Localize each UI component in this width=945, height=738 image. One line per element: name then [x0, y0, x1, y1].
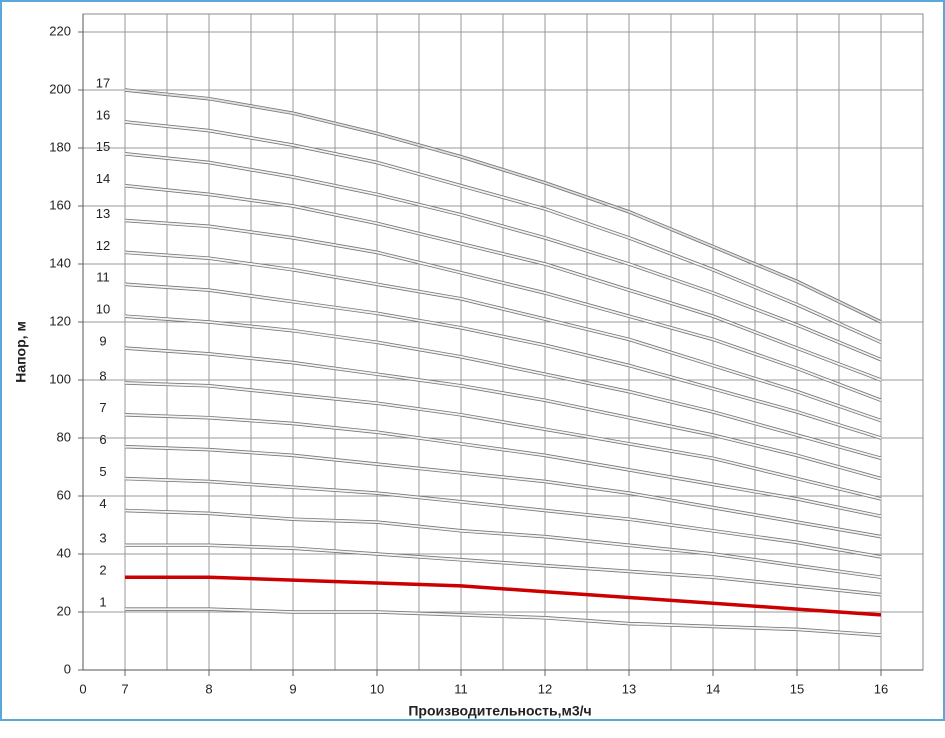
curve: [124, 89, 882, 323]
x-tick-label: 12: [538, 681, 552, 696]
curve-label: 8: [99, 368, 106, 383]
curve: [125, 608, 882, 637]
curve: [124, 509, 882, 579]
y-tick-label: 20: [57, 603, 71, 618]
curve-label: 4: [99, 496, 106, 511]
curve: [124, 382, 882, 500]
x-tick-label: 13: [622, 681, 636, 696]
curve: [124, 347, 882, 480]
curve: [124, 477, 882, 558]
y-tick-label: 220: [49, 23, 71, 38]
curve-label: 9: [99, 334, 106, 349]
curve-label: 15: [96, 139, 110, 154]
curve: [124, 413, 882, 518]
curve-label: 13: [96, 206, 110, 221]
curve-label: 5: [99, 464, 106, 479]
y-axis-title: Напор, м: [13, 321, 29, 383]
y-tick-label: 0: [64, 661, 71, 676]
x-tick-label: 10: [370, 681, 384, 696]
curve-label: 3: [99, 531, 106, 546]
curve-label: 12: [96, 238, 110, 253]
y-tick-label: 180: [49, 139, 71, 154]
curve: [124, 184, 882, 381]
y-tick-label: 140: [49, 255, 71, 270]
curve-label: 17: [96, 75, 110, 90]
x-tick-label: 15: [790, 681, 804, 696]
x-axis-start-label: 0: [79, 681, 86, 696]
curve: [125, 544, 882, 596]
curve-label: 16: [96, 107, 110, 122]
curve-label: 14: [96, 171, 110, 186]
curve: [124, 152, 882, 361]
curve-label: 1: [99, 595, 106, 610]
curve: [125, 575, 882, 617]
curve-label: 11: [96, 270, 110, 285]
x-tick-label: 8: [205, 681, 212, 696]
x-tick-label: 9: [289, 681, 296, 696]
curve: [124, 251, 882, 422]
curve: [124, 219, 882, 402]
curve: [124, 121, 882, 344]
y-tick-label: 120: [49, 313, 71, 328]
x-tick-label: 14: [706, 681, 720, 696]
curve-label: 7: [99, 400, 106, 415]
x-axis-title: Производительность,м3/ч: [408, 703, 591, 719]
x-tick-label: 7: [121, 681, 128, 696]
curve: [124, 315, 882, 460]
curve: [124, 283, 882, 439]
y-tick-label: 200: [49, 81, 71, 96]
curve: [124, 445, 882, 538]
y-tick-label: 60: [57, 487, 71, 502]
curve-label: 10: [96, 302, 110, 317]
y-tick-label: 100: [49, 371, 71, 386]
y-tick-label: 40: [57, 545, 71, 560]
x-tick-label: 16: [874, 681, 888, 696]
x-tick-label: 11: [454, 681, 468, 696]
curve-label: 2: [99, 563, 106, 578]
y-tick-label: 160: [49, 197, 71, 212]
curve-label: 6: [99, 432, 106, 447]
y-tick-label: 80: [57, 429, 71, 444]
